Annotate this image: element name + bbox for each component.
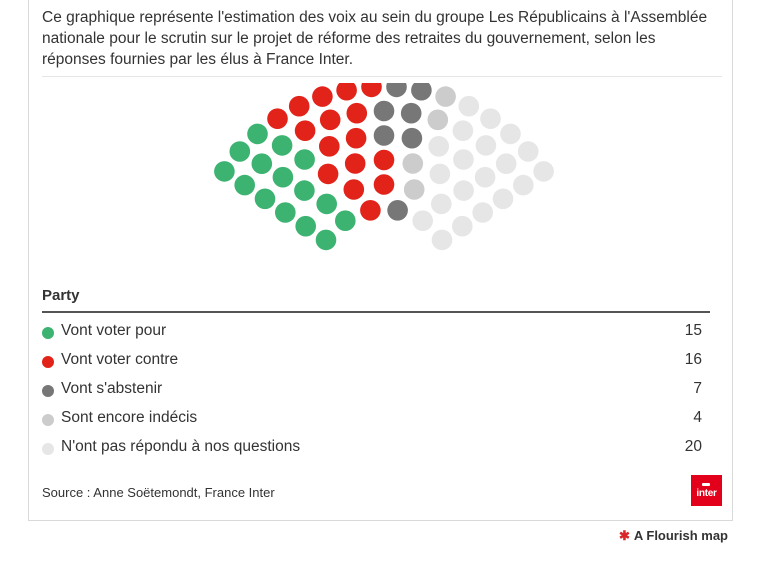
legend-value: 16: [684, 351, 702, 368]
seat-5[interactable]: [513, 174, 534, 196]
seat-2[interactable]: [346, 102, 368, 124]
seat-5[interactable]: [495, 153, 517, 174]
seat-5[interactable]: [492, 188, 514, 210]
chart-card: Ce graphique représente l'estimation des…: [28, 0, 733, 521]
seat-2[interactable]: [345, 127, 367, 149]
seat-5[interactable]: [428, 136, 450, 157]
seat-2[interactable]: [319, 109, 341, 131]
france-inter-logo: inter: [691, 475, 722, 506]
legend-item-abstenir[interactable]: Vont s'abstenir 7: [42, 378, 702, 407]
seat-1[interactable]: [251, 153, 273, 174]
seat-1[interactable]: [271, 135, 293, 156]
seat-1[interactable]: [214, 161, 235, 182]
seat-4[interactable]: [427, 109, 449, 131]
seat-5[interactable]: [429, 163, 451, 185]
legend-label: Vont voter pour: [61, 322, 167, 339]
legend-value: 20: [684, 438, 702, 455]
seat-5[interactable]: [480, 108, 501, 129]
legend-swatch: [42, 414, 54, 426]
legend-swatch: [42, 443, 54, 455]
seat-4[interactable]: [403, 179, 425, 200]
seat-3[interactable]: [411, 83, 432, 101]
seat-5[interactable]: [475, 135, 497, 156]
seat-3[interactable]: [373, 125, 395, 146]
legend-divider: [42, 311, 710, 313]
seat-2[interactable]: [312, 86, 333, 107]
flourish-credit-text: A Flourish map: [633, 528, 728, 543]
seat-5[interactable]: [472, 202, 494, 223]
seat-5[interactable]: [452, 120, 474, 141]
seat-1[interactable]: [294, 149, 315, 170]
seat-1[interactable]: [234, 174, 255, 196]
seat-4[interactable]: [402, 153, 424, 174]
seat-2[interactable]: [373, 149, 395, 171]
seat-1[interactable]: [316, 193, 338, 215]
legend-item-non-repondu[interactable]: N'ont pas répondu à nos questions 20: [42, 436, 702, 465]
seat-2[interactable]: [294, 120, 316, 141]
legend-label: Vont voter contre: [61, 351, 179, 368]
seat-5[interactable]: [453, 149, 474, 170]
seat-5[interactable]: [431, 229, 453, 251]
seat-5[interactable]: [453, 180, 474, 201]
seat-5[interactable]: [517, 141, 539, 162]
legend-title: Party: [42, 287, 80, 304]
description-divider: [42, 76, 722, 77]
seat-3[interactable]: [401, 127, 423, 149]
legend-swatch: [42, 385, 54, 397]
seat-1[interactable]: [272, 166, 294, 188]
flourish-credit-link[interactable]: ✱ A Flourish map: [619, 528, 728, 544]
legend-item-indecis[interactable]: Sont encore indécis 4: [42, 407, 702, 436]
seat-1[interactable]: [315, 229, 337, 251]
seat-2[interactable]: [373, 174, 395, 195]
seat-1[interactable]: [254, 188, 276, 210]
seat-2[interactable]: [343, 179, 365, 200]
legend-label: N'ont pas répondu à nos questions: [61, 438, 301, 455]
seat-5[interactable]: [458, 95, 480, 117]
seat-2[interactable]: [360, 200, 381, 221]
seat-1[interactable]: [229, 141, 251, 162]
seat-5[interactable]: [452, 215, 473, 237]
legend-label: Vont s'abstenir: [61, 380, 163, 397]
legend-item-pour[interactable]: Vont voter pour 15: [42, 320, 702, 349]
seat-1[interactable]: [247, 123, 268, 145]
seat-1[interactable]: [335, 210, 356, 231]
legend-value: 7: [693, 380, 702, 397]
seat-3[interactable]: [400, 102, 422, 124]
source-note: Source : Anne Soëtemondt, France Inter: [42, 485, 275, 500]
seat-2[interactable]: [267, 108, 288, 129]
logo-text: inter: [696, 488, 717, 499]
chart-description: Ce graphique représente l'estimation des…: [42, 9, 708, 68]
seat-1[interactable]: [295, 215, 317, 237]
seat-5[interactable]: [533, 161, 554, 182]
seat-4[interactable]: [435, 86, 456, 107]
legend-swatch: [42, 356, 54, 368]
seat-3[interactable]: [373, 100, 395, 122]
seat-2[interactable]: [288, 95, 310, 117]
legend-value: 4: [693, 409, 702, 426]
seat-2[interactable]: [336, 83, 357, 101]
seat-1[interactable]: [275, 202, 296, 223]
flourish-star-icon: ✱: [618, 528, 630, 543]
seat-5[interactable]: [500, 123, 521, 145]
legend-item-contre[interactable]: Vont voter contre 16: [42, 349, 702, 378]
legend-swatch: [42, 327, 54, 339]
seat-5[interactable]: [412, 210, 434, 231]
legend-label: Sont encore indécis: [61, 409, 198, 426]
seat-5[interactable]: [474, 166, 496, 188]
seat-3[interactable]: [386, 83, 407, 98]
parliament-chart: [214, 83, 554, 251]
seat-2[interactable]: [344, 153, 366, 174]
logo-mark-icon: [702, 483, 710, 486]
legend-value: 15: [684, 322, 702, 339]
seat-2[interactable]: [361, 83, 382, 98]
seat-2[interactable]: [319, 136, 340, 157]
seat-5[interactable]: [431, 193, 452, 215]
seat-3[interactable]: [387, 200, 408, 221]
seat-1[interactable]: [294, 180, 315, 201]
seat-2[interactable]: [317, 163, 339, 185]
